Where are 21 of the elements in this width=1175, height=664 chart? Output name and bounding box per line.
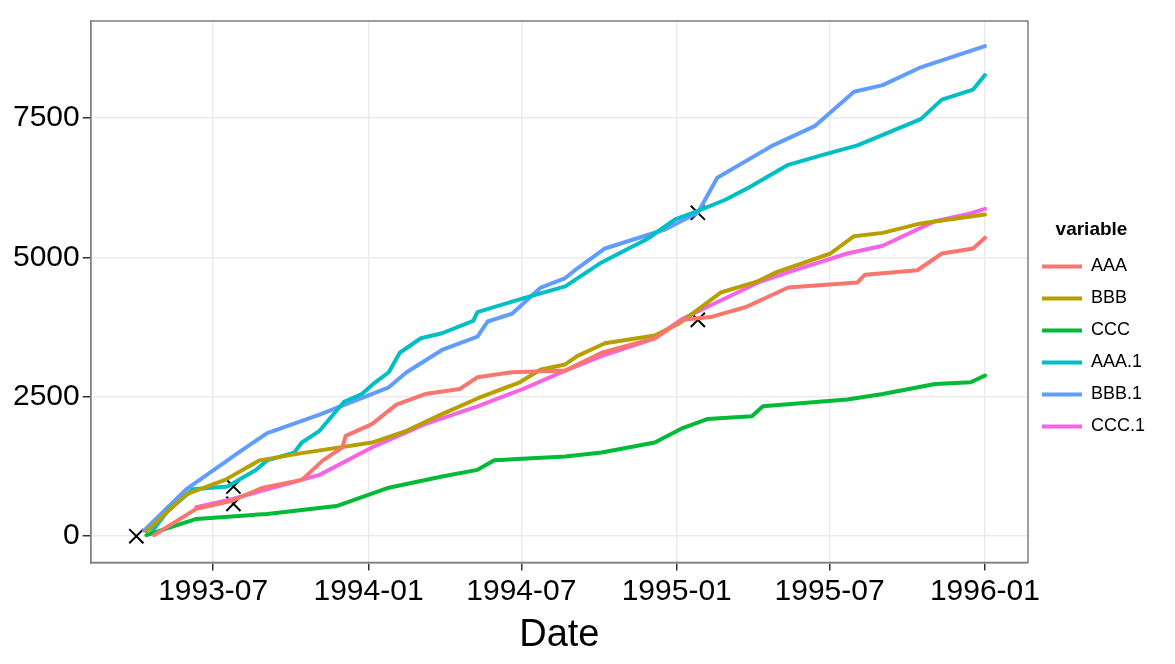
- legend-label: BBB.1: [1090, 383, 1143, 404]
- legend-title: variable: [1055, 218, 1128, 240]
- x-tick-label: 1994-01: [313, 572, 424, 606]
- point: [689, 311, 706, 328]
- y-tick-label: 2500: [12, 378, 80, 412]
- legend-label: BBB: [1090, 287, 1128, 308]
- y-tick-label: 7500: [12, 99, 80, 133]
- x-tick-label: 1993-07: [158, 572, 269, 606]
- y-tick-label: 5000: [12, 238, 80, 272]
- x-tick-label: 1995-07: [774, 572, 885, 606]
- point: [689, 204, 706, 221]
- legend-label: AAA.1: [1090, 351, 1143, 372]
- x-tick-label: 1995-01: [621, 572, 732, 606]
- legend-label: CCC: [1090, 319, 1130, 340]
- legend-label: CCC.1: [1090, 415, 1146, 436]
- x-axis-title: Date: [519, 611, 600, 654]
- x-tick-label: 1994-07: [466, 572, 577, 606]
- y-tick-label: 0: [63, 517, 80, 551]
- x-tick-label: 1996-01: [929, 572, 1040, 606]
- point: [128, 528, 145, 545]
- legend-label: AAA: [1090, 255, 1128, 276]
